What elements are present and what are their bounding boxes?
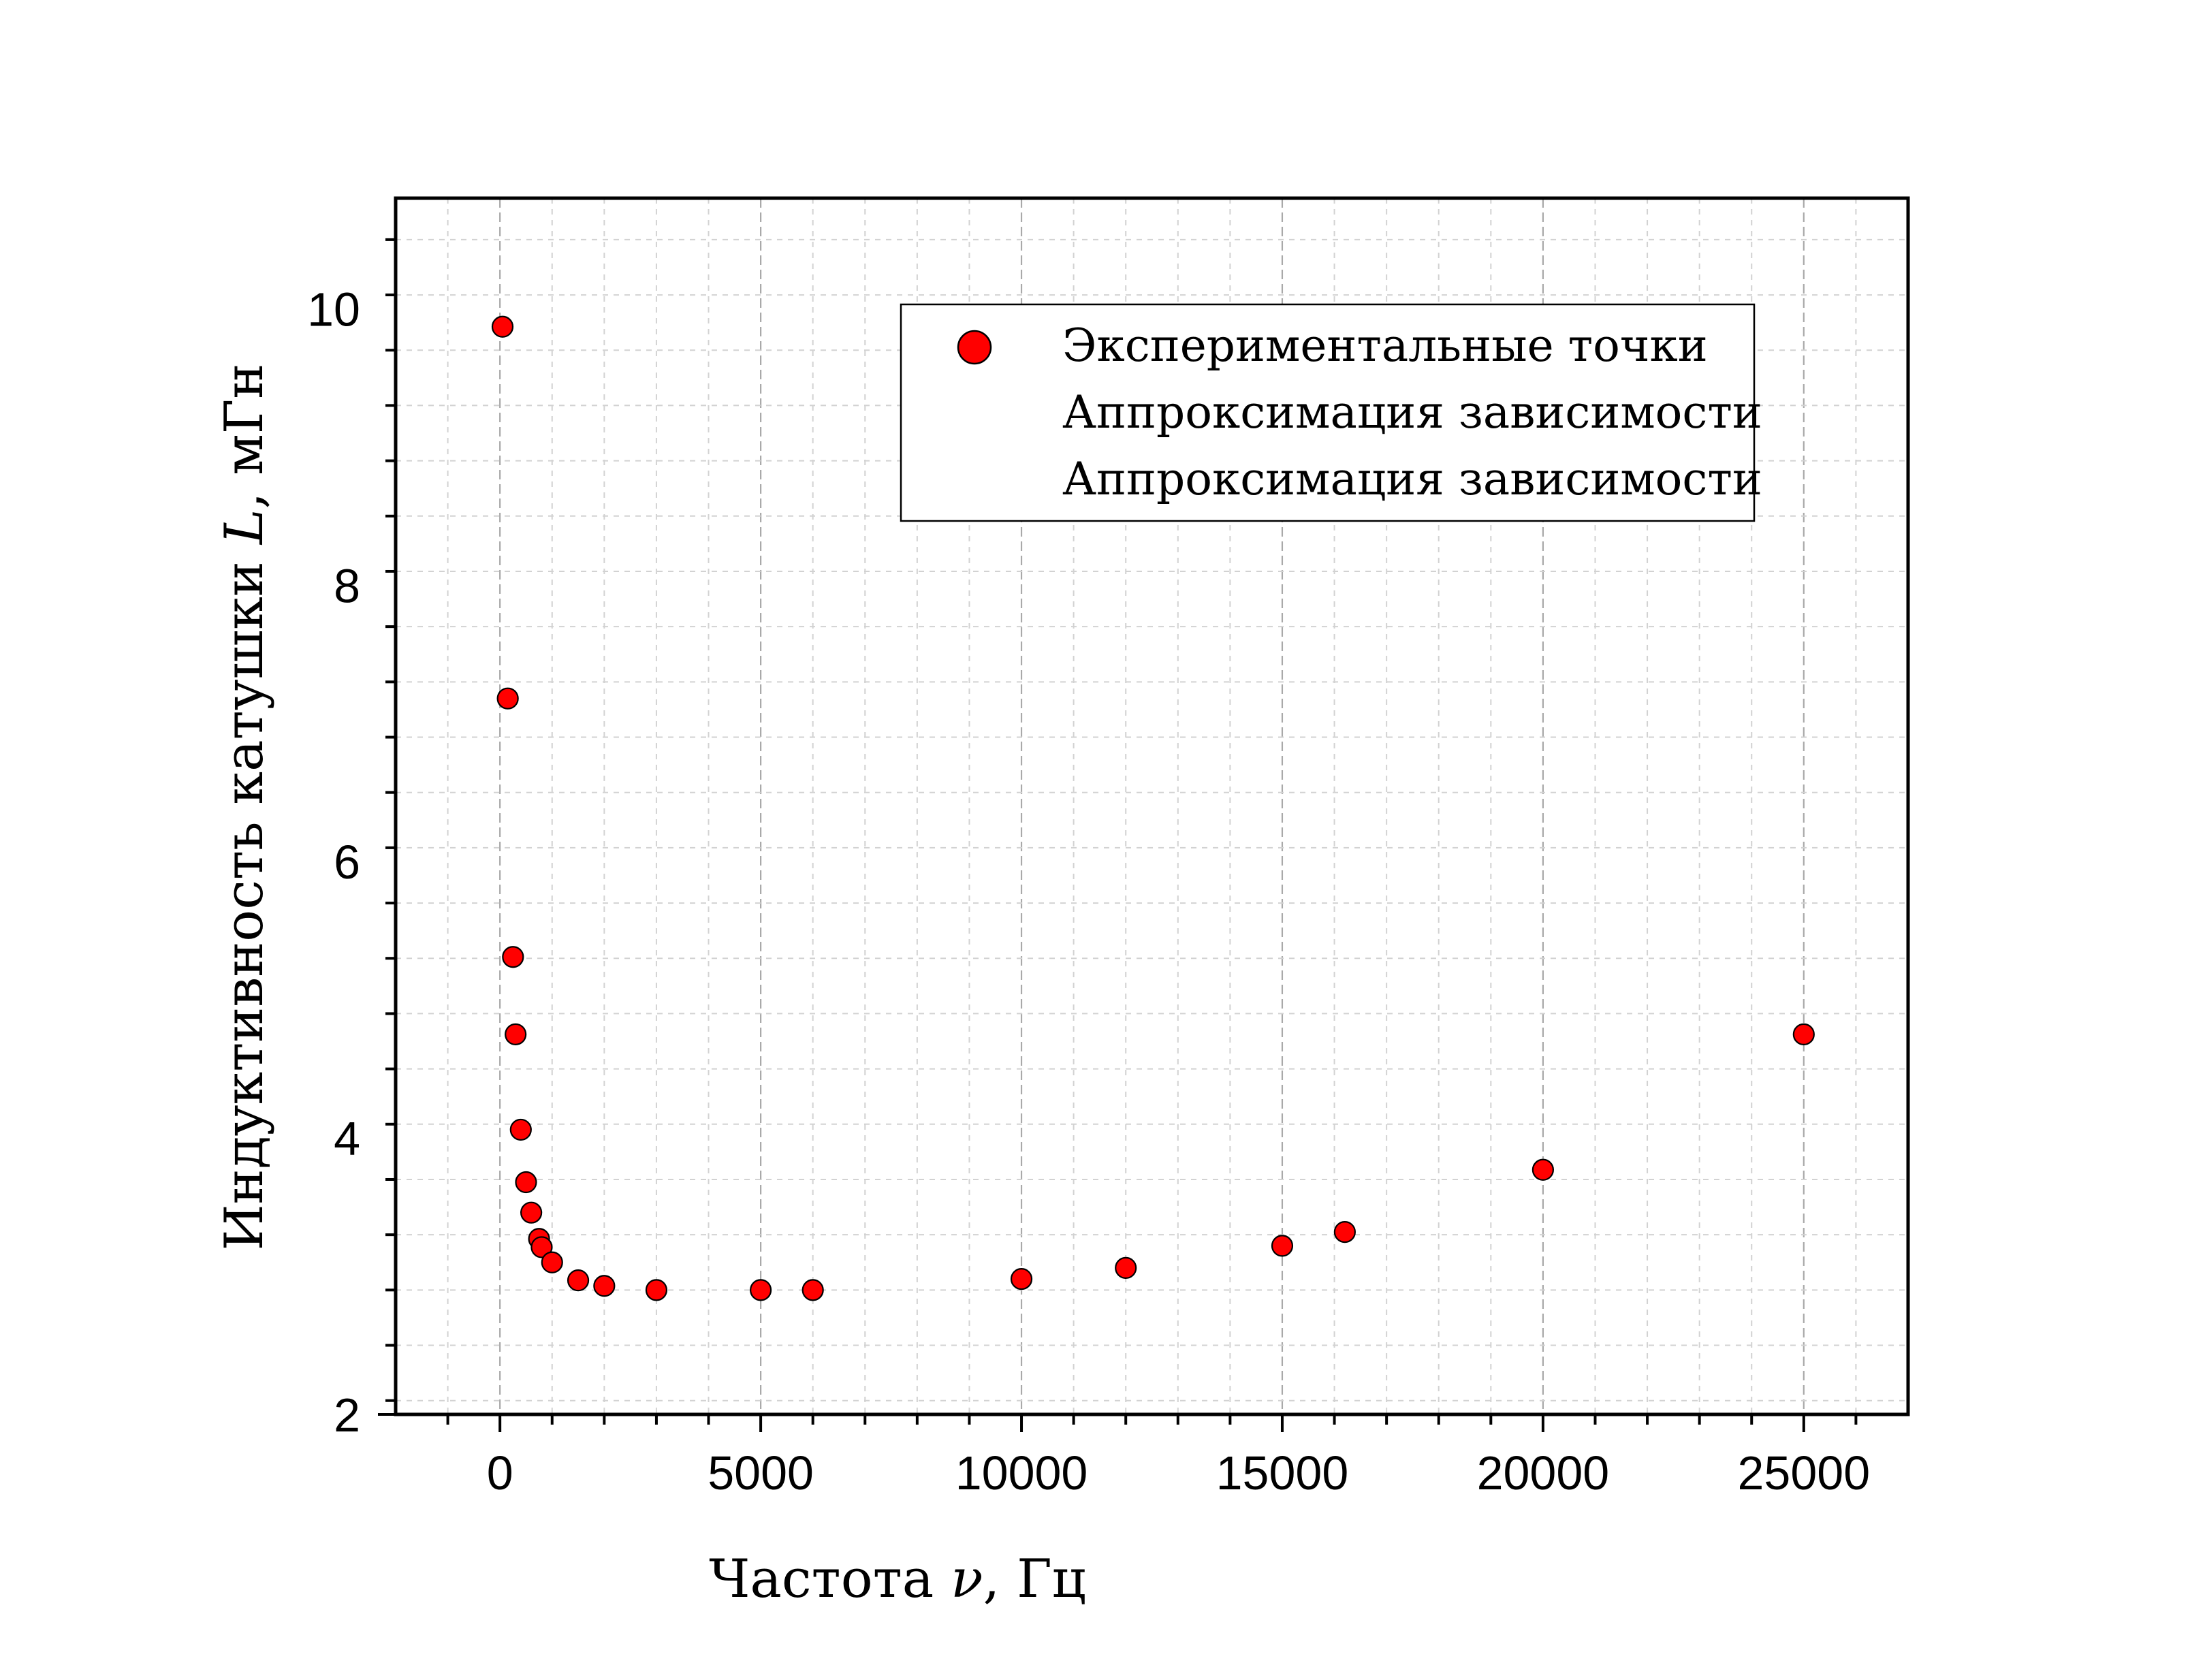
legend: Экспериментальные точки Аппроксимация за…	[900, 303, 1762, 522]
data-point	[496, 687, 519, 710]
x-axis-title-suffix: , Гц	[983, 1549, 1086, 1610]
legend-item-2: Аппроксимация зависимости	[1062, 386, 1762, 439]
legend-marker	[957, 330, 992, 365]
data-point	[1010, 1268, 1033, 1290]
data-point	[593, 1275, 616, 1297]
y-axis-title-symbol: L	[214, 509, 275, 545]
data-point	[1532, 1158, 1554, 1181]
x-axis-title-symbol: ν	[951, 1549, 983, 1610]
points-layer	[491, 315, 1815, 1301]
data-point	[567, 1269, 590, 1292]
data-point	[509, 1118, 532, 1141]
y-axis-title: Индуктивность катушки L, мГн	[214, 364, 275, 1251]
data-point	[541, 1251, 563, 1273]
legend-item-3: Аппроксимация зависимости	[1062, 453, 1762, 505]
x-axis-title-prefix: Частота	[709, 1549, 951, 1610]
y-axis-title-prefix: Индуктивность катушки	[214, 544, 275, 1250]
x-tick-label: 20000	[1477, 1446, 1610, 1500]
x-tick-label: 15000	[1216, 1446, 1349, 1500]
ticks-layer: 0 5000 10000 15000 20000 25000 2 4 6 8 10	[307, 238, 1870, 1500]
y-tick-label: 8	[334, 559, 360, 612]
data-point	[520, 1201, 543, 1224]
y-axis-title-suffix: , мГн	[214, 364, 275, 509]
x-tick-label: 10000	[955, 1446, 1088, 1500]
x-tick-label: 25000	[1737, 1446, 1870, 1500]
y-tick-label: 10	[307, 283, 360, 336]
data-point	[1333, 1220, 1356, 1243]
data-point	[802, 1279, 824, 1301]
x-tick-label: 5000	[708, 1446, 814, 1500]
y-tick-label: 4	[334, 1112, 360, 1165]
data-point	[1115, 1256, 1137, 1279]
y-tick-label: 6	[334, 836, 360, 889]
data-point	[750, 1279, 772, 1301]
data-point	[505, 1023, 527, 1045]
x-tick-label: 0	[487, 1446, 513, 1500]
plot-frame	[394, 196, 1910, 1416]
data-point	[1271, 1235, 1294, 1257]
data-point	[502, 946, 524, 968]
legend-box	[900, 303, 1756, 522]
legend-item-1: Экспериментальные точки	[1062, 319, 1708, 372]
data-point	[515, 1171, 537, 1194]
data-point	[491, 315, 514, 338]
y-tick-label: 2	[334, 1389, 360, 1442]
data-point	[645, 1279, 668, 1301]
x-axis-title: Частота ν, Гц	[709, 1549, 1086, 1610]
data-point	[1792, 1023, 1815, 1045]
data-point	[530, 1236, 553, 1258]
